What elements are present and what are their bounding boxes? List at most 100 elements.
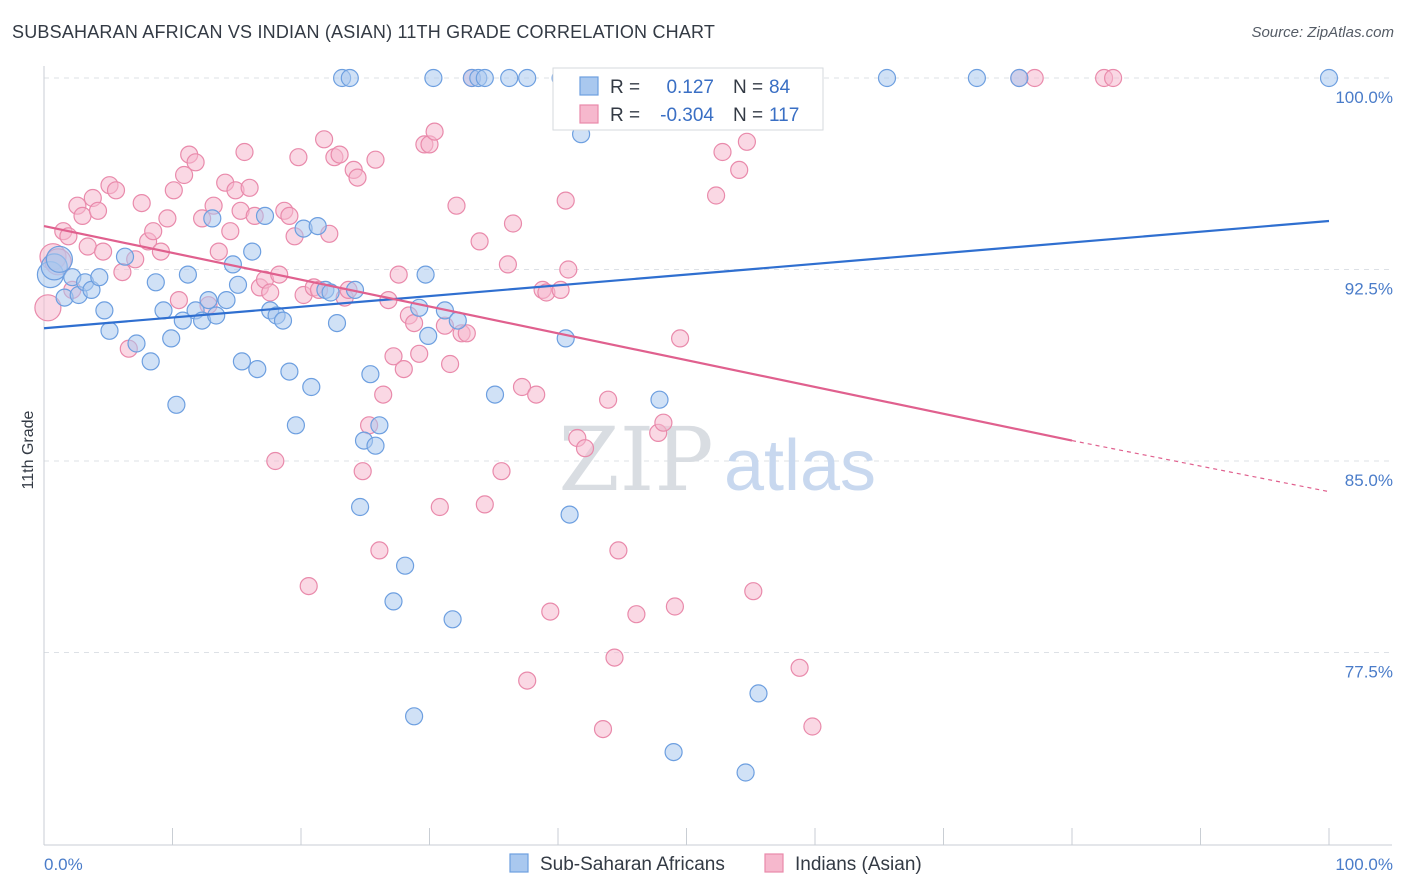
y-tick-label: 77.5%	[1345, 663, 1393, 682]
legend-swatch	[509, 853, 529, 873]
subsaharan-point	[286, 416, 305, 435]
indian-point	[518, 671, 537, 690]
subsaharan-point	[560, 505, 579, 524]
subsaharan-point	[736, 763, 755, 782]
indian-point	[175, 165, 194, 185]
indian-point	[492, 462, 511, 481]
indian-point	[235, 142, 254, 162]
indian-point	[34, 294, 62, 322]
indian-point	[803, 717, 822, 736]
indian-point	[169, 291, 188, 310]
indian-point	[410, 344, 429, 363]
legend-n-value: 84	[769, 77, 791, 98]
indian-point	[158, 209, 177, 228]
watermark-atlas: atlas	[724, 426, 876, 506]
indian-point	[598, 390, 618, 409]
subsaharan-point	[248, 360, 267, 379]
subsaharan-point	[127, 334, 146, 353]
indian-point	[713, 142, 732, 162]
subsaharan-point	[141, 352, 160, 371]
indian-point	[527, 385, 546, 404]
subsaharan-point	[366, 436, 385, 455]
indian-point	[512, 377, 532, 397]
subsaharan-point	[384, 592, 403, 611]
indian-point	[389, 265, 408, 284]
legend-swatch	[579, 76, 599, 96]
indian-point	[299, 576, 318, 596]
y-tick-label: 92.5%	[1345, 280, 1393, 299]
indian-point	[394, 360, 413, 379]
indian-point	[405, 314, 424, 333]
subsaharan-point	[243, 242, 262, 261]
subsaharan-point	[340, 68, 359, 88]
subsaharan-point	[162, 329, 181, 348]
indian-point	[209, 242, 228, 261]
subsaharan-point	[308, 217, 327, 236]
indian-point	[78, 237, 97, 256]
indian-point	[261, 283, 280, 302]
subsaharan-point	[967, 68, 987, 88]
indian-point	[737, 132, 757, 151]
subsaharan-point	[664, 742, 683, 762]
legend-r-label: R =	[610, 105, 640, 126]
subsaharan-point	[556, 329, 575, 348]
watermark: ZIP atlas	[558, 408, 876, 511]
axis-layer: 100.0% 92.5% 85.0% 77.5% 0.0% 100.0% 11th Grad…	[20, 66, 1393, 874]
indian-point	[348, 168, 367, 187]
legend-r-value: 0.127	[666, 77, 714, 98]
subsaharan-point	[485, 385, 505, 404]
subsaharan-trendline	[43, 219, 1330, 330]
subsaharan-point	[351, 497, 370, 517]
subsaharan-point	[321, 283, 340, 302]
indian-point	[457, 324, 476, 343]
chart-title: SUBSAHARAN AFRICAN VS INDIAN (ASIAN) 11T…	[12, 22, 716, 42]
indian-point	[744, 582, 763, 601]
subsaharan-point	[650, 390, 669, 409]
y-tick-label: 85.0%	[1345, 471, 1393, 490]
subsaharan-point	[154, 301, 173, 320]
indian-point	[503, 214, 523, 233]
subsaharan-point	[396, 556, 415, 575]
subsaharan-point	[302, 377, 321, 397]
indian-point	[447, 196, 466, 215]
subsaharan-point	[749, 684, 768, 703]
indian-trendline-extension	[1071, 439, 1330, 493]
indian-point	[266, 451, 285, 471]
indian-point	[280, 206, 299, 225]
y-axis-label: 11th Grade	[20, 410, 37, 489]
subsaharan-point	[1010, 68, 1029, 88]
indian-point	[470, 232, 489, 251]
indian-point	[1025, 68, 1044, 88]
indian-point	[73, 206, 92, 225]
indian-point	[366, 150, 385, 169]
subsaharan-point	[1319, 68, 1339, 88]
subsaharan-point	[500, 68, 519, 88]
indian-point	[88, 201, 108, 220]
indian-point	[353, 462, 372, 481]
x-tick-label: 100.0%	[1335, 855, 1393, 874]
indian-point	[670, 329, 690, 348]
legend-n-label: N =	[733, 77, 763, 98]
subsaharan-point	[255, 206, 275, 225]
indian-trendline	[43, 225, 1073, 442]
indian-point	[556, 191, 575, 210]
indian-point	[441, 354, 460, 374]
indian-point	[113, 263, 132, 282]
subsaharan-point	[90, 268, 109, 287]
indian-point	[654, 413, 673, 432]
indian-point	[593, 719, 613, 739]
subsaharan-point	[370, 416, 389, 435]
subsaharan-point	[518, 68, 537, 88]
indian-point	[374, 385, 393, 404]
indian-point	[1103, 68, 1123, 88]
legend-swatch	[764, 853, 784, 873]
indian-point	[665, 597, 685, 616]
legend-r-label: R =	[610, 77, 640, 98]
subsaharan-point	[146, 273, 165, 292]
correlation-legend: R = 0.127 N = 84 R = -0.304 N = 117	[552, 67, 824, 131]
indian-point	[627, 605, 646, 624]
legend-item-subsaharan: Sub-Saharan Africans	[540, 854, 725, 875]
subsaharan-point	[217, 291, 236, 310]
subsaharan-point	[410, 298, 429, 317]
